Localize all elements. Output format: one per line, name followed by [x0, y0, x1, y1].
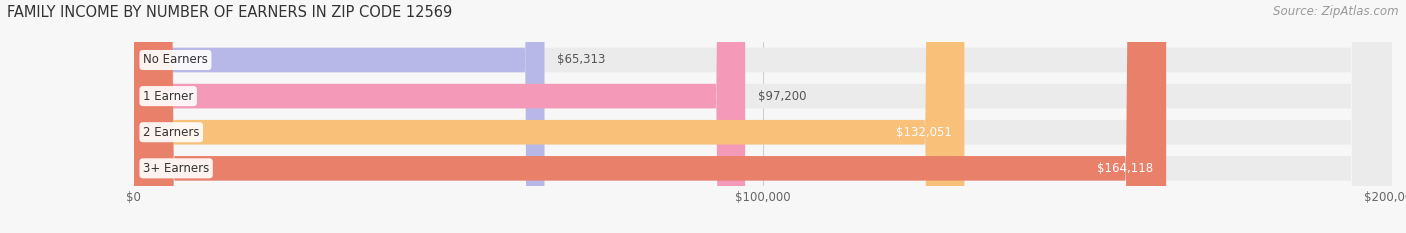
FancyBboxPatch shape: [134, 0, 1166, 233]
FancyBboxPatch shape: [134, 0, 745, 233]
FancyBboxPatch shape: [134, 0, 1392, 233]
Text: 3+ Earners: 3+ Earners: [143, 162, 209, 175]
Text: 1 Earner: 1 Earner: [143, 90, 194, 103]
Text: $65,313: $65,313: [557, 54, 606, 66]
Text: Source: ZipAtlas.com: Source: ZipAtlas.com: [1274, 5, 1399, 18]
FancyBboxPatch shape: [134, 0, 965, 233]
Text: 2 Earners: 2 Earners: [143, 126, 200, 139]
Text: $164,118: $164,118: [1098, 162, 1153, 175]
FancyBboxPatch shape: [134, 0, 1392, 233]
FancyBboxPatch shape: [134, 0, 1392, 233]
Text: FAMILY INCOME BY NUMBER OF EARNERS IN ZIP CODE 12569: FAMILY INCOME BY NUMBER OF EARNERS IN ZI…: [7, 5, 453, 20]
Text: No Earners: No Earners: [143, 54, 208, 66]
Text: $97,200: $97,200: [758, 90, 806, 103]
Text: $132,051: $132,051: [896, 126, 952, 139]
FancyBboxPatch shape: [134, 0, 544, 233]
FancyBboxPatch shape: [134, 0, 1392, 233]
